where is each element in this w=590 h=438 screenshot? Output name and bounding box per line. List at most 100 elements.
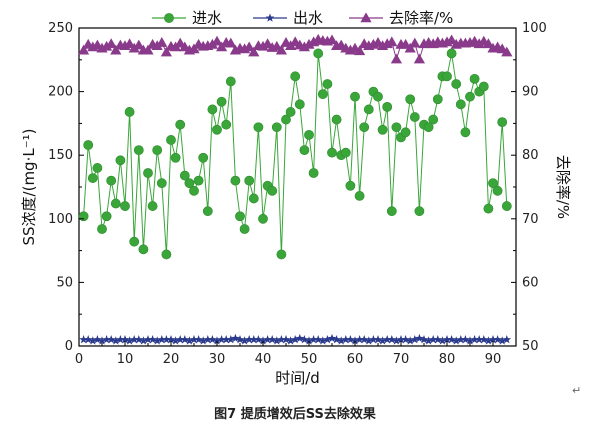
data-point-removal-rate: [110, 44, 122, 55]
data-point-effluent: [465, 336, 475, 345]
data-point-influent: [152, 145, 163, 156]
data-point-influent: [409, 112, 420, 122]
data-point-removal-rate: [390, 53, 402, 64]
data-point-removal-rate: [275, 44, 287, 55]
data-point-influent: [497, 117, 508, 128]
data-point-removal-rate: [142, 44, 154, 55]
data-point-effluent: [254, 335, 263, 344]
data-point-effluent: [106, 335, 116, 344]
data-point-effluent: [171, 336, 180, 345]
data-point-effluent: [286, 336, 295, 345]
x-tick-label: 60: [347, 352, 364, 367]
data-point-removal-rate: [409, 37, 421, 48]
data-point-influent: [350, 91, 360, 102]
data-point-influent: [271, 122, 282, 133]
data-point-influent: [359, 122, 370, 133]
data-point-influent: [299, 145, 310, 156]
legend: 进水 出水 去除率/%: [152, 9, 453, 27]
data-point-influent: [212, 124, 222, 135]
x-tick-label: 50: [301, 352, 318, 367]
data-point-effluent: [277, 335, 286, 344]
data-point-influent: [428, 114, 439, 125]
series-line-influent: [83, 53, 508, 255]
data-point-influent: [230, 175, 241, 186]
data-point-effluent: [198, 336, 208, 345]
data-point-removal-rate: [211, 35, 223, 46]
data-point-effluent: [111, 336, 121, 345]
data-point-influent: [313, 48, 324, 59]
data-point-effluent: [392, 336, 401, 345]
y2-tick-label: 50: [522, 339, 539, 354]
x-tick-label: 40: [255, 352, 272, 367]
data-point-effluent: [88, 336, 98, 345]
data-point-effluent: [433, 335, 443, 344]
data-point-removal-rate: [326, 34, 338, 45]
data-point-influent: [267, 185, 278, 196]
data-point-influent: [244, 175, 255, 186]
data-point-influent: [322, 79, 333, 89]
data-point-effluent: [272, 336, 282, 345]
data-point-influent: [442, 71, 452, 82]
data-point-influent: [478, 81, 489, 92]
data-point-effluent: [240, 336, 249, 345]
data-point-influent: [377, 124, 388, 135]
data-point-effluent: [300, 335, 309, 344]
data-point-effluent: [217, 335, 226, 344]
data-point-influent: [143, 168, 153, 178]
data-point-effluent: [401, 335, 410, 344]
data-point-influent: [400, 127, 411, 138]
legend-marker-influent: [164, 13, 174, 23]
data-point-effluent: [134, 335, 144, 344]
data-point-removal-rate: [386, 36, 398, 47]
data-point-influent: [483, 203, 494, 214]
data-point-effluent: [424, 336, 433, 345]
data-point-influent: [179, 170, 190, 181]
x-axis-title: 时间/d: [275, 369, 320, 387]
data-point-effluent: [226, 335, 236, 344]
data-point-effluent: [350, 336, 360, 345]
data-point-effluent: [461, 335, 470, 344]
data-point-influent: [184, 178, 195, 189]
data-point-effluent: [332, 335, 341, 344]
data-point-removal-rate: [354, 45, 366, 56]
data-point-effluent: [263, 335, 272, 344]
chart-svg: 0 10 20 30 40 50 60 70 80 90 0 50 100 150 200 250 50 60 70…: [20, 9, 572, 387]
data-point-effluent: [369, 335, 378, 344]
data-point-influent: [156, 178, 167, 189]
data-point-influent: [285, 107, 296, 117]
data-point-effluent: [346, 335, 355, 344]
data-point-influent: [492, 185, 503, 196]
data-point-influent: [382, 101, 393, 112]
data-point-influent: [97, 224, 107, 234]
data-point-effluent: [456, 335, 466, 344]
data-point-effluent: [493, 335, 502, 344]
data-point-effluent: [304, 336, 314, 345]
data-point-influent: [488, 178, 498, 189]
data-point-influent: [304, 129, 314, 140]
x-tick-label: 20: [163, 352, 180, 367]
data-point-influent: [138, 244, 149, 255]
data-point-influent: [248, 193, 259, 204]
data-point-effluent: [189, 335, 199, 344]
data-point-effluent: [166, 335, 176, 344]
legend-label-effluent: 出水: [293, 9, 323, 27]
data-point-influent: [432, 94, 443, 105]
data-point-effluent: [93, 335, 102, 344]
data-point-influent: [124, 107, 135, 117]
data-point-influent: [345, 180, 356, 191]
data-point-effluent: [410, 335, 420, 344]
data-point-removal-rate: [446, 34, 458, 45]
data-point-influent: [258, 213, 268, 224]
y2-tick-label: 80: [522, 148, 539, 163]
data-point-effluent: [290, 335, 300, 344]
data-point-effluent: [497, 336, 507, 345]
data-point-effluent: [203, 335, 213, 344]
y-tick-label: 0: [65, 339, 73, 354]
y-axis-title: SS浓度/(mg·L⁻¹): [20, 129, 38, 246]
y2-tick-label: 60: [522, 275, 539, 290]
data-point-removal-rate: [105, 38, 117, 49]
series-effluent: [79, 333, 512, 345]
data-point-effluent: [97, 336, 107, 345]
legend-label-influent: 进水: [192, 9, 222, 27]
data-point-influent: [92, 163, 103, 173]
